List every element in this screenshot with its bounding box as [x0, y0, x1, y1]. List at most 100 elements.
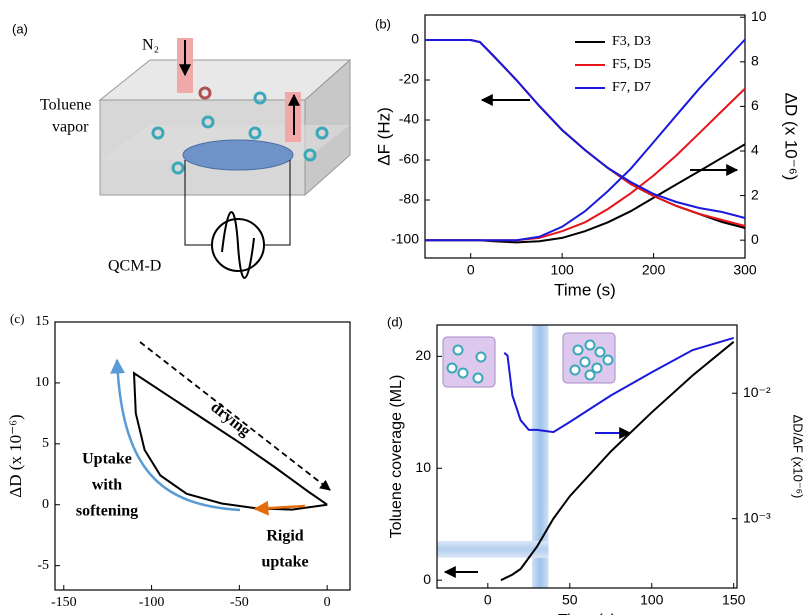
plot-frame — [424, 14, 746, 259]
y-tick-label: 0 — [411, 31, 419, 47]
y2-axis-title: ΔD/ΔF (x10⁻⁶) — [791, 415, 806, 499]
x-tick-label: 300 — [733, 262, 757, 278]
highlight-band — [437, 540, 549, 558]
y-tick-label: 15 — [35, 314, 49, 329]
diagram: (a) N₂ Toluene vapor QCM-D — [12, 21, 352, 279]
molecules — [151, 86, 329, 175]
molecule — [569, 364, 581, 376]
plot-frame — [436, 324, 738, 589]
y-tick-label: -20 — [399, 71, 419, 87]
x-axis-title: Time (s) — [554, 280, 616, 299]
chart: 0 100 200 300 0 -20 -40 -60 -80 -100 0 2 4 6 8 10 (b) Tim… — [374, 8, 800, 300]
y-tick-label: 0 — [42, 497, 49, 512]
x-tick-label: 150 — [722, 592, 746, 608]
series-line-y2 — [425, 87, 746, 242]
wire — [184, 160, 212, 246]
molecule — [475, 351, 487, 363]
series-line — [425, 39, 746, 229]
crystal — [182, 139, 294, 171]
x-tick-label: 100 — [640, 592, 664, 608]
x-tick-label: 0 — [484, 592, 492, 608]
molecule — [584, 369, 596, 381]
molecule — [594, 346, 606, 358]
series-line — [425, 39, 746, 227]
x-tick-label: 0 — [467, 262, 475, 278]
panel-label: (b) — [375, 16, 391, 31]
molecule — [472, 372, 484, 384]
legend-label: F5, D5 — [612, 57, 651, 72]
annotation: drying — [207, 399, 253, 440]
y2-axis-title: ΔD (x 10⁻⁶) — [782, 93, 801, 181]
vapor-label: vapor — [52, 119, 89, 136]
y-tick-label: 20 — [415, 347, 431, 363]
panel-label: (a) — [12, 21, 28, 36]
y-axis-title: Toluene coverage (ML) — [388, 375, 405, 539]
y-tick-label: 10 — [415, 459, 431, 475]
drying-arrow — [139, 341, 331, 491]
softening-arrow — [110, 358, 241, 512]
y2-tick-label: 4 — [751, 142, 759, 158]
legend-label: F7, D7 — [612, 80, 651, 95]
panel-label: (c) — [10, 311, 24, 326]
rigid-arrow — [253, 500, 306, 516]
x-tick-label: 200 — [642, 262, 666, 278]
highlight-band — [532, 325, 549, 588]
y-tick-label: -80 — [399, 191, 419, 207]
series-line — [500, 341, 735, 582]
series-line — [503, 336, 734, 434]
y2-tick-label: 10 — [751, 8, 767, 24]
annotation: softening — [76, 503, 138, 520]
y2-tick-label: 6 — [751, 97, 759, 113]
y-tick-label: 5 — [42, 436, 49, 451]
molecule — [446, 362, 458, 374]
series-line — [425, 39, 746, 219]
annotation: with — [92, 477, 122, 494]
x-tick-label: 100 — [550, 262, 574, 278]
y2-tick-label: 8 — [751, 53, 759, 69]
x-axis-title: Time (s) — [558, 612, 616, 615]
vapor-label: Toluene — [40, 97, 91, 114]
y2-tick-label: 10⁻³ — [743, 509, 771, 525]
series-line — [132, 371, 328, 511]
annotation: uptake — [261, 554, 308, 571]
inset — [442, 336, 496, 388]
x-tick-label: -50 — [230, 595, 249, 610]
series-line-y2 — [425, 143, 746, 244]
y2-tick-label: 10⁻² — [743, 384, 771, 400]
molecule — [457, 367, 469, 379]
y-tick-label: 10 — [35, 375, 49, 390]
y-tick-label: 0 — [423, 571, 431, 587]
molecule — [602, 354, 614, 366]
y2-tick-label: 0 — [751, 231, 759, 247]
sensor-label: QCM-D — [108, 258, 161, 275]
chart: 0 50 100 150 0 10 20 10⁻² 10⁻³ (d) Time (s) Toluene… — [387, 314, 806, 615]
molecule — [591, 362, 603, 374]
molecule — [572, 344, 584, 356]
y-tick-label: -60 — [399, 151, 419, 167]
y-tick-label: -40 — [399, 111, 419, 127]
molecule — [452, 344, 464, 356]
y-axis-title: ΔD (x 10⁻⁶) — [6, 414, 25, 497]
annotation: Uptake — [82, 451, 132, 468]
y-tick-label: -100 — [391, 231, 419, 247]
x-axis-title: ΔF (Hz) — [175, 612, 231, 615]
gas-label: N₂ — [142, 37, 159, 54]
panel-label: (d) — [387, 314, 403, 329]
x-tick-label: -150 — [51, 595, 77, 610]
y2-tick-label: 2 — [751, 186, 759, 202]
y-axis-title: ΔF (Hz) — [374, 107, 393, 166]
legend-label: F3, D3 — [612, 34, 651, 49]
x-tick-label: -100 — [139, 595, 165, 610]
series-line-y2 — [425, 38, 746, 242]
wire — [264, 160, 291, 246]
x-tick-label: 0 — [324, 595, 331, 610]
x-tick-label: 50 — [562, 592, 578, 608]
molecule — [584, 339, 596, 351]
molecule — [579, 356, 591, 368]
annotation: Rigid — [266, 528, 303, 545]
sine — [221, 211, 255, 279]
y-tick-label: -5 — [37, 558, 49, 573]
plot-frame — [54, 321, 351, 591]
